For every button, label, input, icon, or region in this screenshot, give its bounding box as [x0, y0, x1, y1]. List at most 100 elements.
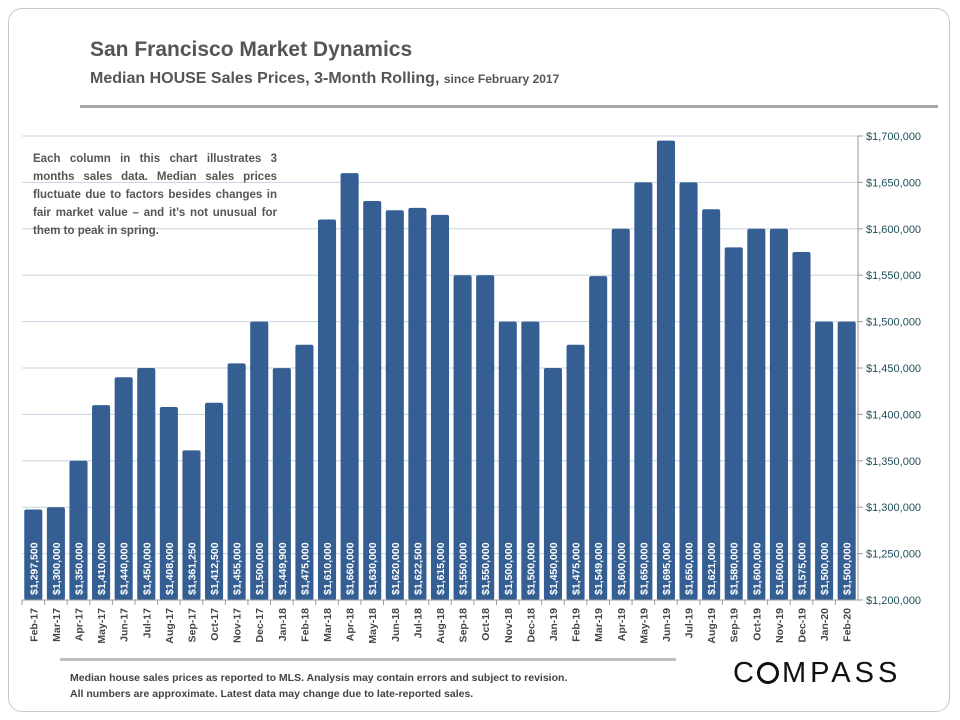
bar [408, 207, 427, 601]
y-tick-label: $1,350,000 [866, 456, 921, 468]
y-tick-label: $1,500,000 [866, 317, 921, 329]
x-tick-label: Sep-17 [186, 608, 198, 643]
data-label: $1,610,000 [322, 542, 334, 595]
bar [24, 509, 43, 600]
data-label: $1,600,000 [751, 542, 763, 595]
subtitle-main: Median HOUSE Sales Prices, 3-Month Rolli… [90, 70, 440, 87]
data-label: $1,412,500 [209, 542, 221, 595]
bar [272, 368, 291, 600]
x-tick-label: Oct-19 [751, 608, 763, 641]
data-label: $1,455,000 [232, 542, 244, 595]
bar [702, 209, 721, 600]
x-tick-label: May-19 [638, 608, 650, 644]
x-tick-label: Jun-18 [390, 608, 402, 642]
x-tick-label: Oct-17 [209, 608, 221, 641]
footer-note: Median house sales prices as reported to… [70, 670, 567, 702]
x-tick-label: Dec-17 [254, 608, 266, 643]
y-tick-label: $1,600,000 [866, 224, 921, 236]
data-label: $1,622,500 [412, 542, 424, 595]
bar [792, 252, 811, 600]
footer-divider [60, 658, 676, 661]
header-divider [80, 105, 938, 108]
footer-line-2: All numbers are approximate. Latest data… [70, 688, 474, 700]
bar [453, 275, 472, 600]
compass-logo: C MPASS [733, 657, 902, 689]
data-label: $1,297,500 [28, 542, 40, 595]
data-label: $1,450,000 [548, 542, 560, 595]
y-tick-label: $1,400,000 [866, 409, 921, 421]
x-tick-label: Jul-17 [141, 608, 153, 639]
data-label: $1,361,250 [186, 542, 198, 595]
bar [543, 368, 563, 600]
data-label: $1,410,000 [96, 542, 108, 595]
footer-line-1: Median house sales prices as reported to… [70, 672, 568, 684]
x-tick-label: Aug-18 [435, 608, 447, 644]
bar [589, 276, 608, 600]
x-tick-label: Mar-19 [593, 608, 605, 642]
bar [363, 200, 382, 600]
data-label: $1,500,000 [842, 542, 854, 595]
bar [634, 182, 653, 600]
data-label: $1,650,000 [684, 542, 696, 595]
x-tick-label: Feb-18 [299, 608, 311, 642]
bar [114, 377, 133, 600]
data-label: $1,615,000 [435, 542, 447, 595]
data-label: $1,650,000 [638, 542, 650, 595]
x-tick-label: Aug-17 [164, 608, 176, 644]
x-tick-label: Nov-17 [232, 608, 244, 643]
x-tick-label: Mar-18 [322, 608, 334, 642]
data-label: $1,550,000 [480, 542, 492, 595]
data-label: $1,500,000 [503, 542, 515, 595]
data-label: $1,500,000 [525, 542, 537, 595]
x-tick-label: Dec-18 [525, 608, 537, 643]
y-tick-label: $1,250,000 [866, 549, 921, 561]
bar [656, 140, 675, 600]
x-tick-label: Apr-19 [616, 608, 628, 641]
x-tick-label: May-17 [96, 608, 108, 644]
bar [724, 247, 743, 601]
bar [159, 406, 178, 600]
data-label: $1,440,000 [119, 542, 131, 595]
bar [611, 228, 630, 601]
bar [837, 321, 856, 600]
bar [250, 321, 269, 600]
data-label: $1,600,000 [616, 542, 628, 595]
bar [340, 173, 359, 600]
x-tick-label: Jun-19 [661, 608, 673, 642]
x-tick-label: Feb-17 [28, 608, 40, 642]
data-label: $1,621,000 [706, 542, 718, 595]
data-label: $1,350,000 [73, 542, 85, 595]
bar [182, 450, 201, 600]
y-tick-label: $1,700,000 [866, 131, 921, 143]
data-label: $1,620,000 [390, 542, 402, 595]
page-title: San Francisco Market Dynamics [90, 38, 413, 61]
data-label: $1,300,000 [51, 542, 63, 595]
bar [317, 219, 337, 600]
page-subtitle: Median HOUSE Sales Prices, 3-Month Rolli… [90, 70, 559, 88]
x-tick-label: Apr-18 [345, 608, 357, 641]
x-tick-label: Jul-19 [684, 608, 696, 639]
bar [137, 368, 156, 600]
bar [498, 321, 517, 600]
x-tick-label: Nov-18 [503, 608, 515, 643]
data-label: $1,449,900 [277, 542, 289, 595]
bar [679, 182, 698, 600]
x-tick-label: Sep-19 [729, 608, 741, 643]
bar [566, 344, 585, 600]
x-tick-label: Jul-18 [412, 608, 424, 639]
data-label: $1,475,000 [299, 542, 311, 595]
bar [46, 507, 65, 600]
x-tick-label: Jun-17 [119, 608, 131, 642]
x-tick-label: Dec-19 [797, 608, 809, 643]
subtitle-small: since February 2017 [443, 72, 560, 86]
x-tick-label: Jan-18 [277, 608, 289, 641]
data-label: $1,695,000 [661, 542, 673, 595]
slide-frame [8, 8, 950, 712]
bar [227, 363, 246, 600]
bar [476, 275, 495, 600]
bar [747, 228, 766, 601]
data-label: $1,575,000 [797, 542, 809, 595]
data-label: $1,630,000 [367, 542, 379, 595]
data-label: $1,450,000 [141, 542, 153, 595]
